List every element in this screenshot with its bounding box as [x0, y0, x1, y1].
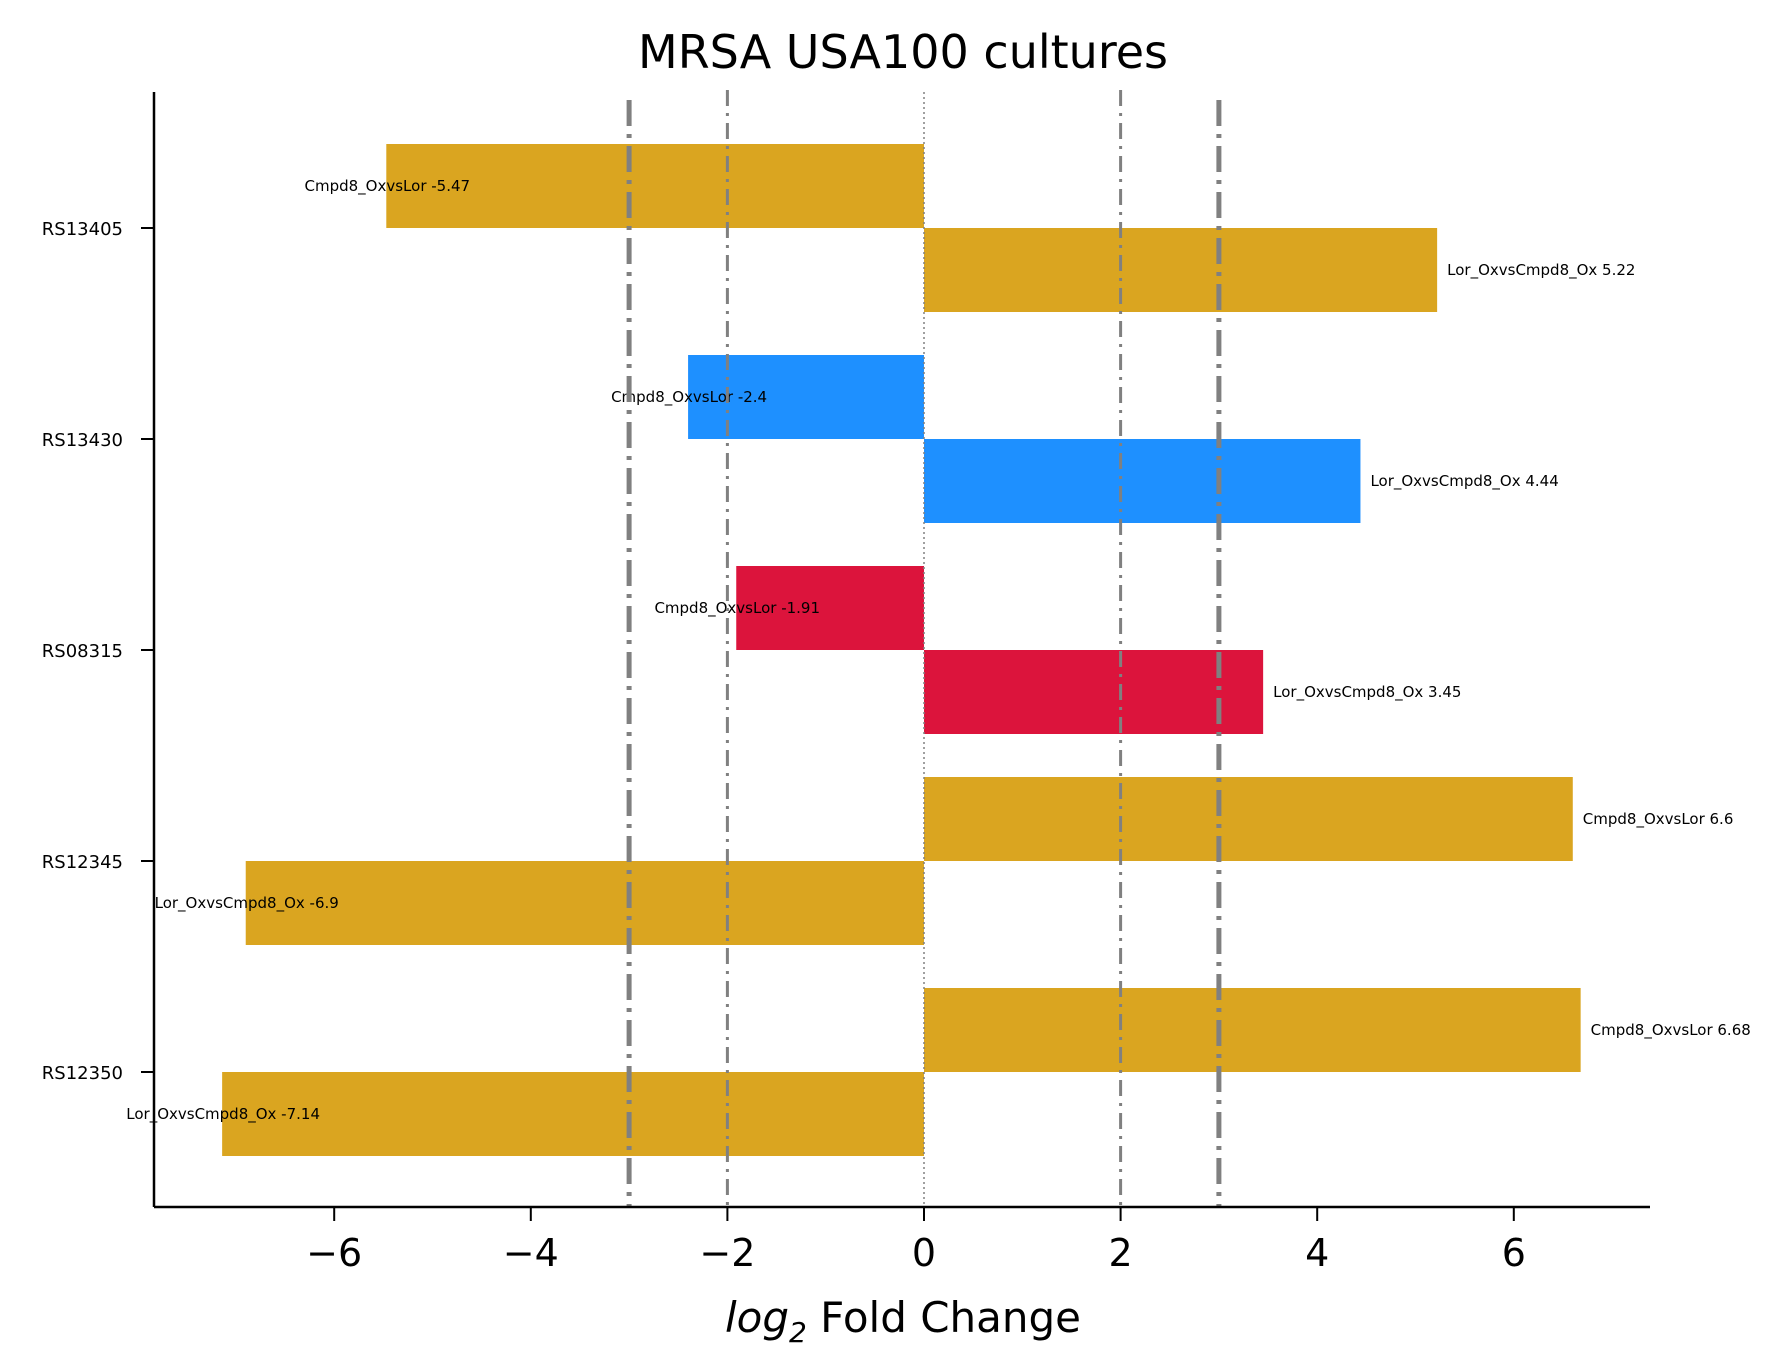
bar-label: Lor_OxvsCmpd8_Ox 5.22	[1447, 261, 1635, 280]
bar-RS12350-0	[924, 988, 1581, 1072]
y-tick-label: RS08315	[42, 641, 123, 662]
x-axis-label-subscript: 2	[789, 1316, 807, 1349]
x-tick-label: −4	[503, 1231, 559, 1275]
chart-title: MRSA USA100 cultures	[638, 25, 1168, 79]
bar-RS08315-0	[736, 566, 924, 650]
bar-label: Lor_OxvsCmpd8_Ox -7.14	[126, 1105, 320, 1124]
x-axis-label-text: Fold Change	[807, 1293, 1081, 1342]
x-axis-label: log2 Fold Change	[725, 1293, 1081, 1349]
bar-label: Cmpd8_OxvsLor 6.6	[1583, 810, 1734, 829]
x-tick-label: 4	[1305, 1231, 1329, 1275]
bar-label: Lor_OxvsCmpd8_Ox -6.9	[155, 894, 339, 913]
bar-RS12345-0	[924, 777, 1573, 861]
y-tick-label: RS12350	[42, 1063, 123, 1084]
bar-label: Cmpd8_OxvsLor 6.68	[1591, 1021, 1751, 1040]
x-tick-label: 0	[912, 1231, 936, 1275]
bar-RS12350-1	[222, 1072, 924, 1156]
x-axis-label-log: log	[725, 1293, 789, 1342]
bar-RS13405-1	[924, 228, 1438, 312]
x-tick-label: 6	[1502, 1231, 1526, 1275]
bar-RS08315-1	[924, 650, 1264, 734]
bar-RS13405-0	[386, 144, 924, 228]
x-tick-label: −6	[306, 1231, 362, 1275]
bar-RS13430-1	[924, 439, 1361, 523]
y-tick-label: RS13405	[42, 219, 123, 240]
bar-RS12345-1	[245, 861, 925, 945]
plot-area: Cmpd8_OxvsLor -5.47 Lor_OxvsCmpd8_Ox 5.22…	[42, 90, 1751, 1275]
bar-label: Cmpd8_OxvsLor -2.4	[611, 388, 767, 407]
x-tick-label: 2	[1109, 1231, 1133, 1275]
x-tick-label: −2	[699, 1231, 755, 1275]
bar-label: Cmpd8_OxvsLor -5.47	[305, 177, 471, 196]
bar-label: Lor_OxvsCmpd8_Ox 4.44	[1370, 472, 1558, 491]
y-tick-label: RS13430	[42, 430, 123, 451]
bar-label: Lor_OxvsCmpd8_Ox 3.45	[1273, 683, 1461, 702]
y-tick-label: RS12345	[42, 852, 123, 873]
bar-label: Cmpd8_OxvsLor -1.91	[654, 599, 820, 618]
